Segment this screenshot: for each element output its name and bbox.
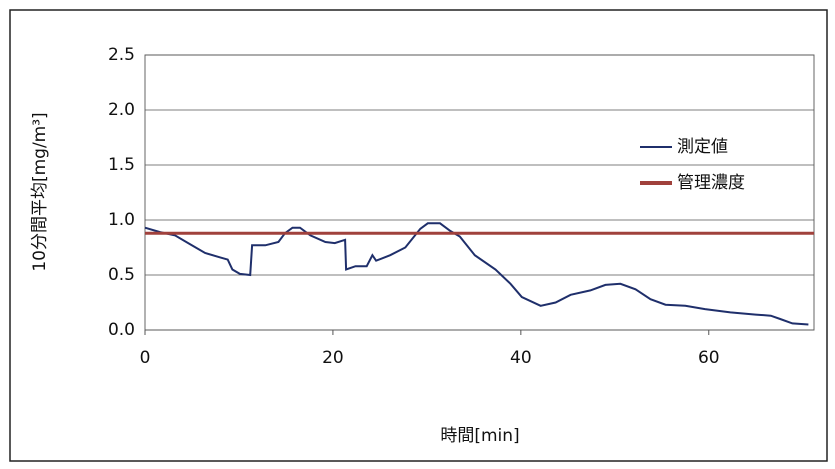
x-axis-label: 時間[min]	[440, 426, 519, 446]
y-tick-label: 0.0	[108, 320, 135, 340]
plot-area	[144, 54, 815, 331]
y-tick-label: 1.0	[108, 210, 135, 230]
x-tick-label: 0	[140, 348, 151, 368]
x-tick-label: 40	[510, 348, 532, 368]
y-tick-label: 1.5	[108, 155, 135, 175]
data-line	[144, 222, 809, 326]
x-tick-label: 60	[698, 348, 720, 368]
y-tick-label: 2.0	[108, 100, 135, 120]
legend-label: 測定値	[677, 137, 728, 157]
x-tick-label: 20	[322, 348, 344, 368]
y-tick-label: 2.5	[108, 45, 135, 65]
legend-label: 管理濃度	[677, 173, 745, 193]
y-tick-label: 0.5	[108, 265, 135, 285]
y-axis-label: 10分間平均[mg/m³]	[30, 112, 50, 271]
